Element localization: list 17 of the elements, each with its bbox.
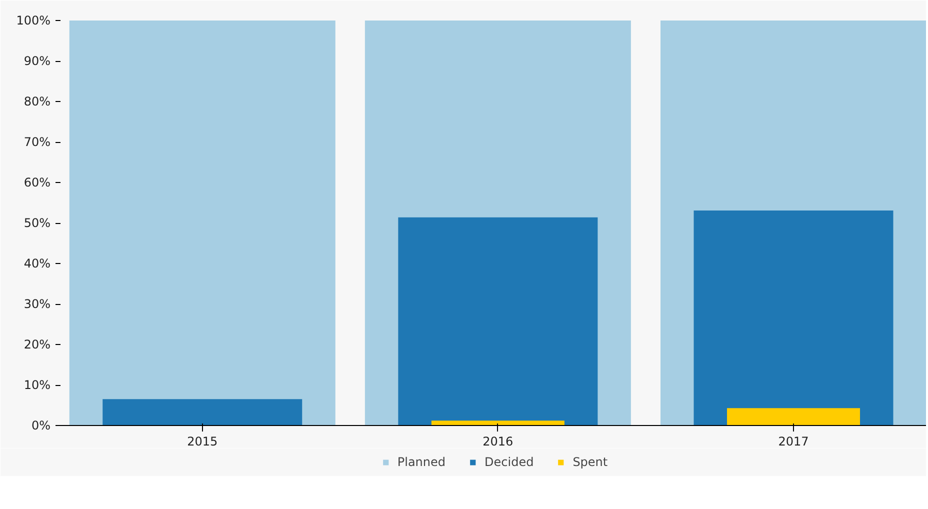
- y-tick-label: 40%: [24, 256, 50, 270]
- y-tick-label: 100%: [16, 14, 51, 28]
- y-tick-label: 80%: [24, 94, 50, 108]
- y-tick-label: 0%: [31, 418, 51, 432]
- y-tick-label: 20%: [24, 338, 50, 352]
- x-tick-label: 2016: [482, 434, 514, 448]
- legend-label: Spent: [572, 455, 608, 469]
- y-tick-label: 50%: [24, 216, 50, 230]
- y-tick-label: 30%: [24, 297, 50, 311]
- y-tick-label: 90%: [24, 54, 50, 68]
- legend-label: Planned: [397, 455, 446, 469]
- y-tick-label: 70%: [24, 135, 50, 149]
- legend-label: Decided: [484, 455, 534, 469]
- y-tick-label: 60%: [24, 176, 50, 190]
- x-tick-label: 2015: [187, 434, 218, 448]
- x-tick-label: 2017: [778, 434, 809, 448]
- y-tick-label: 10%: [24, 378, 50, 392]
